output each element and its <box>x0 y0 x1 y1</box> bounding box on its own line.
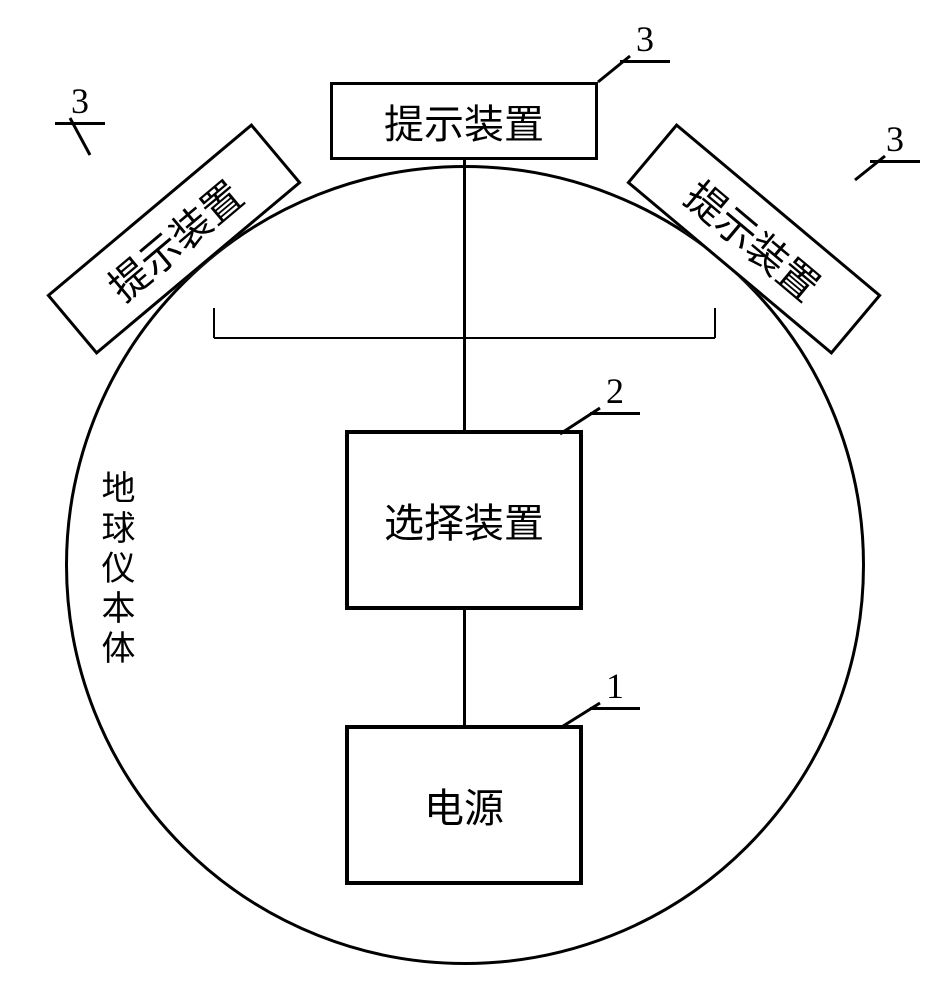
callout-select-2-text: 2 <box>606 371 624 411</box>
callout-lines <box>0 0 927 1000</box>
callout-right-3-text: 3 <box>886 119 904 159</box>
diagram-canvas: 地球仪本体 提示装置 提示装置 提示装置 选择装置 电源 3 3 3 2 1 <box>0 0 927 1000</box>
callout-top-3-text: 3 <box>636 19 654 59</box>
callout-number-select-2: 2 <box>590 370 640 415</box>
callout-power-1-text: 1 <box>606 666 624 706</box>
callout-number-top-3: 3 <box>620 18 670 63</box>
callout-left-3-text: 3 <box>71 81 89 121</box>
callout-number-left-3: 3 <box>55 80 105 125</box>
callout-number-right-3: 3 <box>870 118 920 163</box>
callout-number-power-1: 1 <box>590 665 640 710</box>
